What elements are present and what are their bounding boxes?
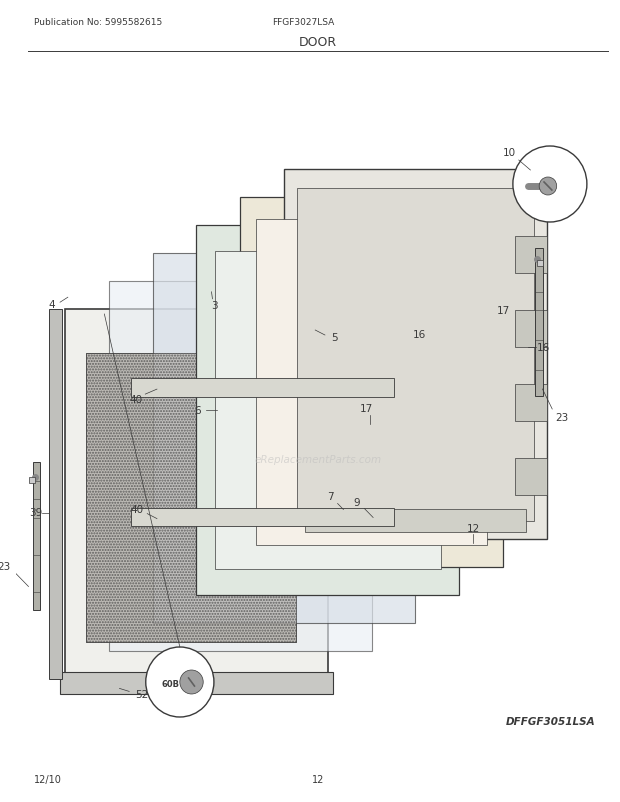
Polygon shape (515, 458, 547, 495)
Text: 4: 4 (48, 300, 55, 310)
Polygon shape (515, 310, 547, 347)
Polygon shape (197, 225, 459, 595)
Polygon shape (86, 354, 296, 642)
Text: 60B: 60B (161, 679, 179, 689)
Text: 23: 23 (556, 412, 569, 423)
Text: 6: 6 (195, 406, 202, 415)
Circle shape (539, 178, 557, 196)
Polygon shape (131, 379, 394, 397)
Polygon shape (108, 282, 371, 651)
Polygon shape (284, 170, 547, 539)
Polygon shape (33, 463, 40, 610)
Text: 16: 16 (414, 330, 427, 340)
Text: FFGF3027LSA: FFGF3027LSA (272, 18, 335, 27)
Polygon shape (305, 510, 526, 532)
Text: DOOR: DOOR (299, 36, 337, 49)
Text: DFFGF3051LSA: DFFGF3051LSA (506, 716, 596, 726)
Circle shape (146, 647, 214, 717)
Text: 23: 23 (0, 561, 11, 572)
Text: 12: 12 (466, 524, 480, 534)
Text: 12: 12 (312, 774, 324, 784)
Text: 17: 17 (497, 306, 510, 315)
Text: 40: 40 (129, 395, 142, 404)
Text: Publication No: 5995582615: Publication No: 5995582615 (33, 18, 162, 27)
Polygon shape (60, 672, 333, 694)
Circle shape (180, 670, 203, 695)
Polygon shape (297, 188, 534, 520)
Text: 10: 10 (502, 148, 516, 158)
Polygon shape (49, 310, 62, 679)
Circle shape (513, 147, 587, 223)
Text: 12/10: 12/10 (33, 774, 61, 784)
Text: eReplacementParts.com: eReplacementParts.com (255, 455, 382, 464)
Text: 40: 40 (131, 504, 144, 514)
Polygon shape (215, 252, 441, 569)
Polygon shape (131, 508, 394, 526)
Polygon shape (256, 220, 487, 545)
Polygon shape (515, 237, 547, 273)
Text: 7: 7 (327, 492, 334, 502)
Text: 52: 52 (135, 690, 148, 699)
Polygon shape (240, 198, 503, 567)
Polygon shape (153, 253, 415, 623)
Polygon shape (515, 384, 547, 421)
Polygon shape (65, 310, 328, 679)
Text: 39: 39 (29, 508, 42, 518)
Text: 16: 16 (537, 342, 550, 352)
Text: 17: 17 (360, 404, 373, 414)
Text: 3: 3 (211, 301, 218, 310)
Text: 5: 5 (331, 333, 338, 342)
Polygon shape (534, 248, 542, 396)
Text: 9: 9 (353, 498, 360, 508)
Polygon shape (86, 354, 296, 642)
